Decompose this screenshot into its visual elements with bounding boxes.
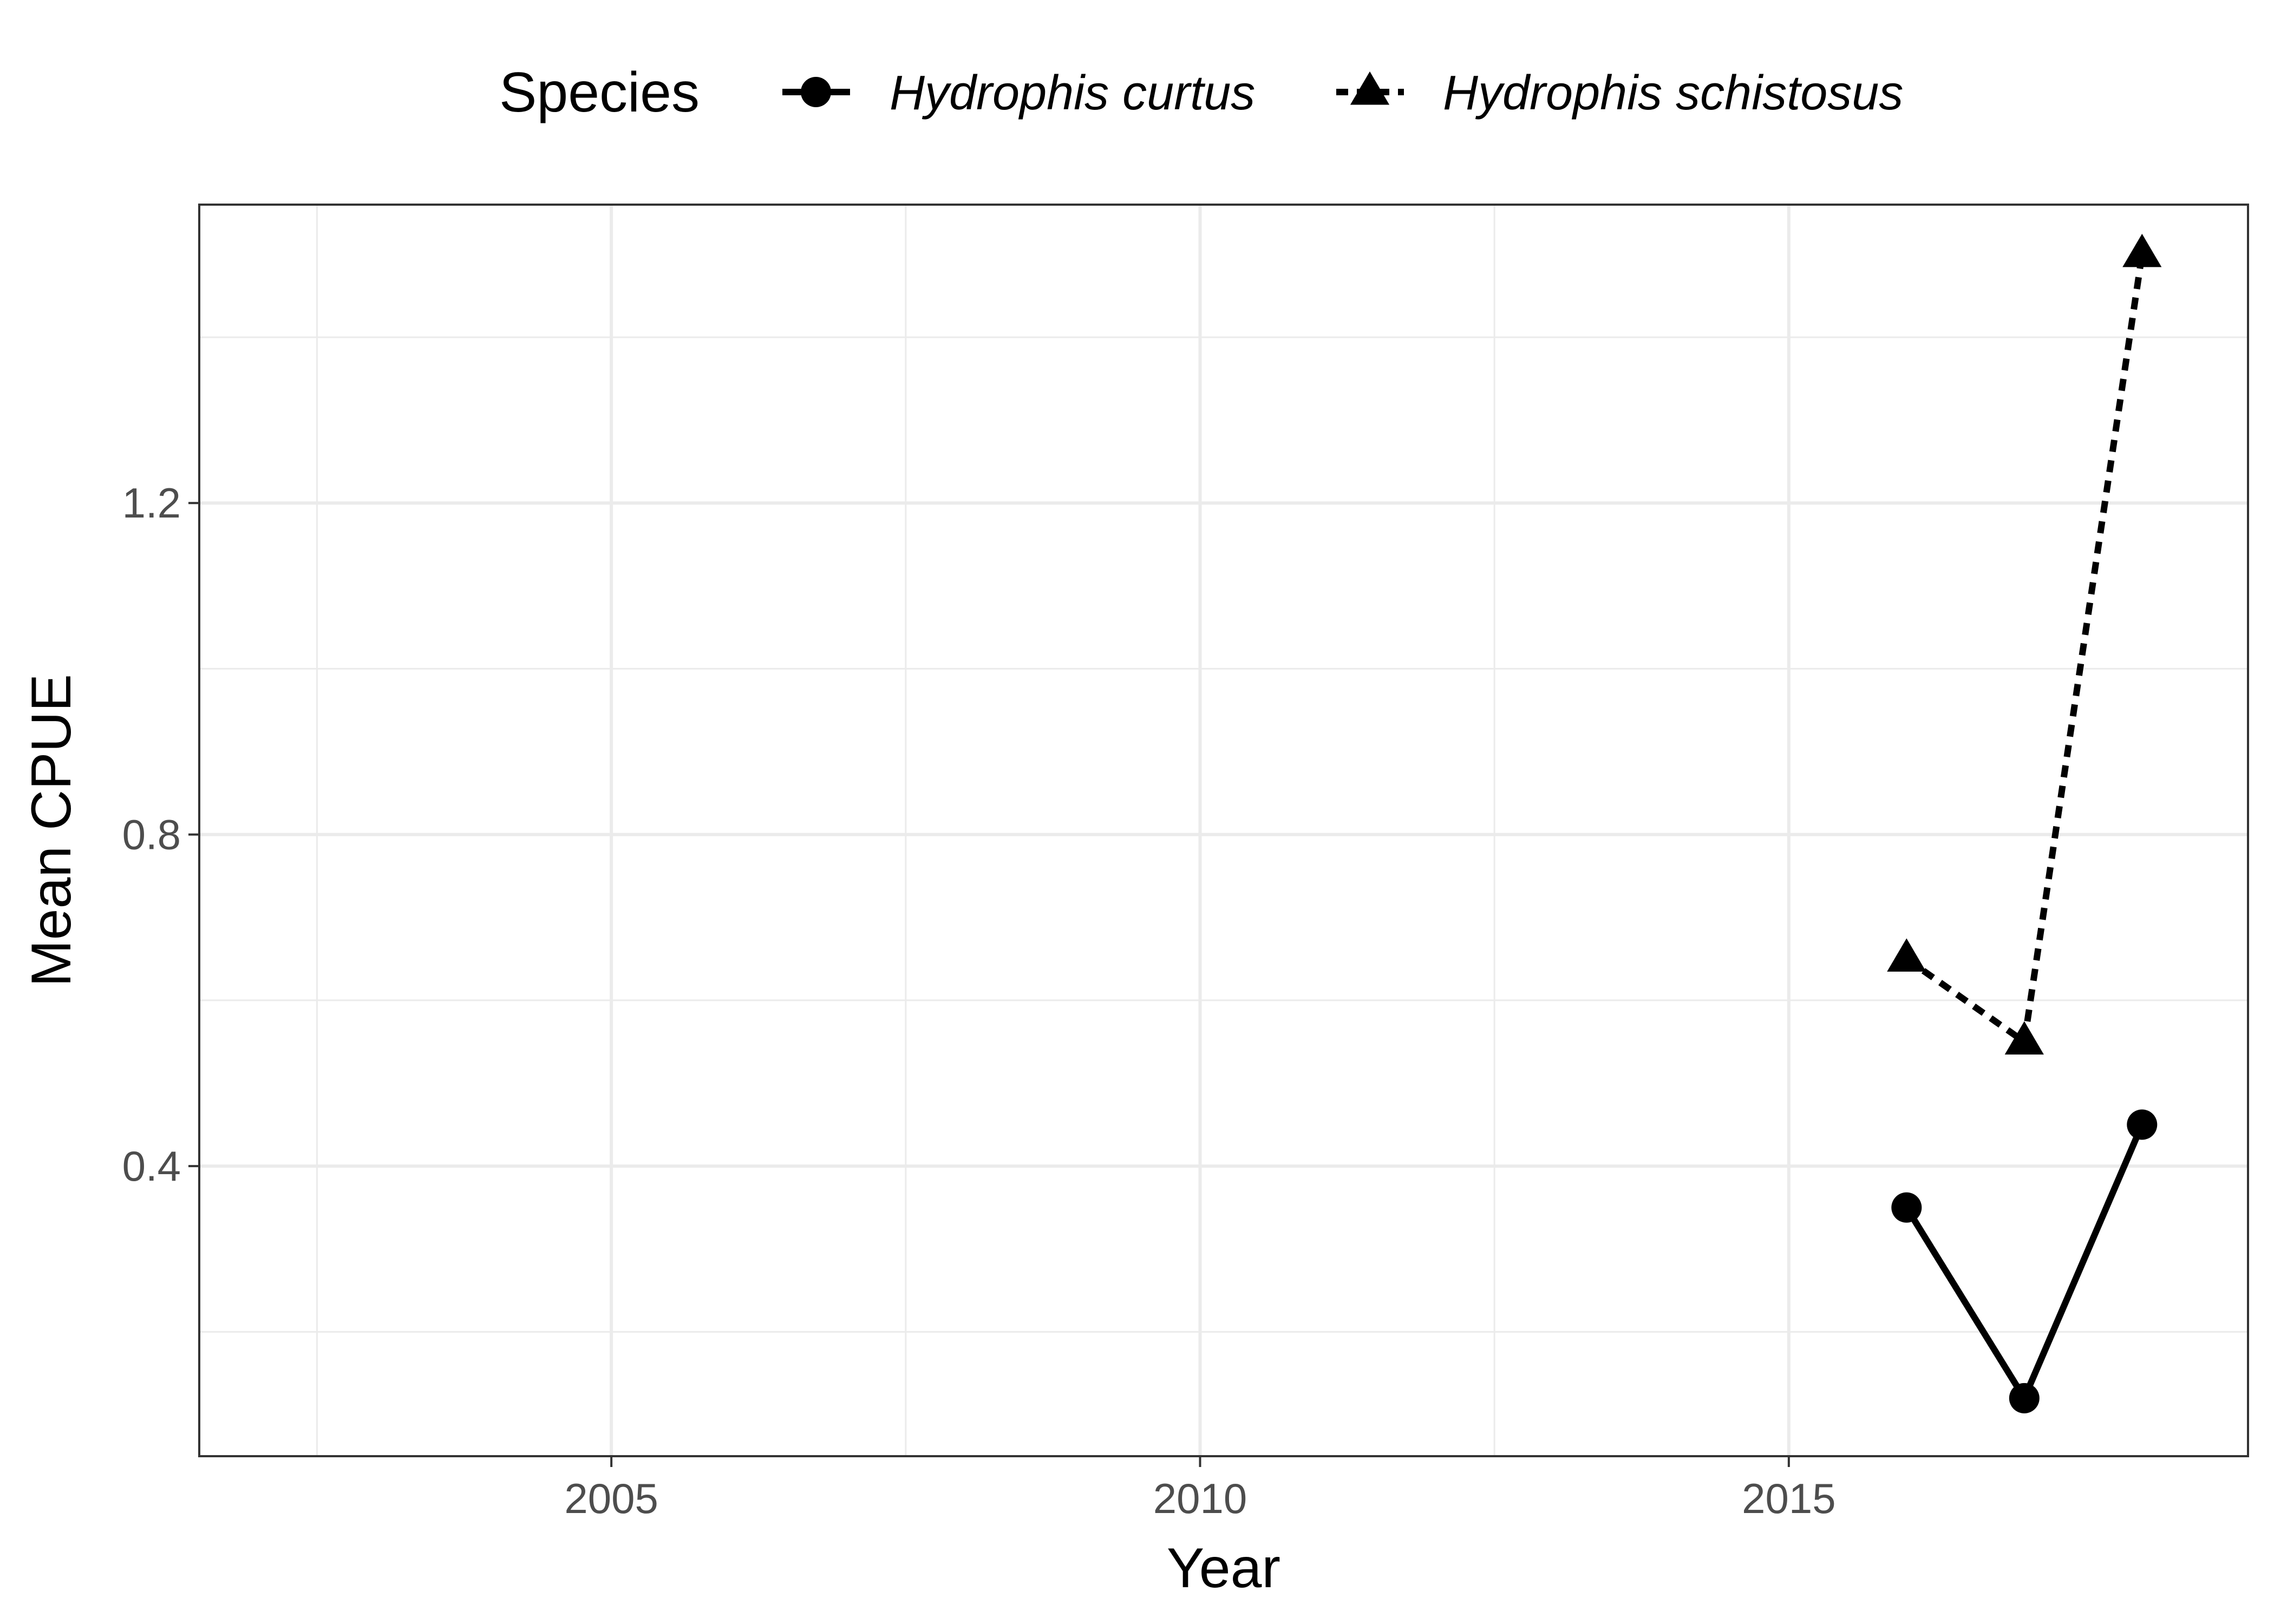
x-axis-title: Year	[1167, 1537, 1280, 1600]
data-point-hydrophis-curtus	[2127, 1109, 2158, 1140]
gridlines	[199, 205, 2248, 1456]
data-point-hydrophis-curtus	[1891, 1192, 1922, 1223]
y-tick-label: 0.8	[122, 811, 181, 859]
legend-key-marker	[801, 77, 831, 107]
data-point-hydrophis-schistosus	[1887, 938, 1926, 972]
axis-ticks: 2005 2010 2015 0.4 0.8 1.2	[122, 479, 1836, 1522]
y-tick-label: 0.4	[122, 1142, 181, 1190]
legend-key-hydrophis-curtus	[782, 77, 850, 107]
x-tick-label: 2015	[1742, 1475, 1836, 1522]
data-point-hydrophis-schistosus	[2004, 1021, 2044, 1055]
plot-panel-border	[198, 204, 2249, 1457]
y-axis-title: Mean CPUE	[20, 674, 83, 987]
data-point-hydrophis-schistosus	[2122, 233, 2162, 267]
x-tick-label: 2005	[564, 1475, 658, 1522]
legend-key-hydrophis-schistosus	[1336, 71, 1404, 105]
legend-key-marker	[1350, 71, 1390, 105]
x-tick-label: 2010	[1153, 1475, 1247, 1522]
data-series	[1887, 233, 2162, 1413]
legend-title: Species	[499, 61, 700, 124]
legend-label-hydrophis-curtus: Hydrophis curtus	[890, 66, 1255, 120]
data-point-hydrophis-curtus	[2009, 1383, 2040, 1413]
legend: Species Hydrophis curtus Hydrophis schis…	[499, 61, 1903, 124]
y-tick-label: 1.2	[122, 479, 181, 527]
legend-label-hydrophis-schistosus: Hydrophis schistosus	[1443, 66, 1903, 120]
series-line-hydrophis-schistosus	[1904, 253, 2146, 1045]
